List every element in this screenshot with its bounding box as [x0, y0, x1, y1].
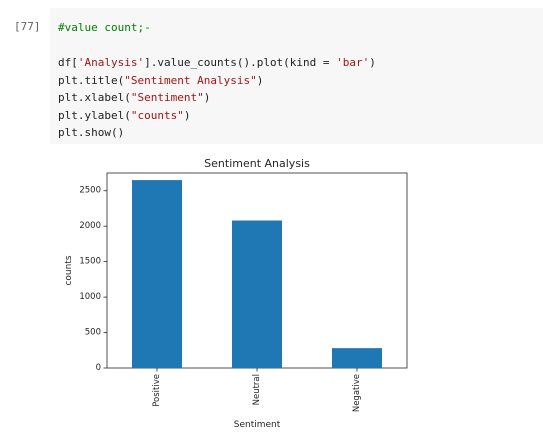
code-text[interactable]: #value count;- df['Analysis'].value_count…: [58, 19, 376, 142]
code-line: df['Analysis'].value_counts().plot(kind …: [58, 54, 376, 72]
code-token: plt.ylabel(: [58, 108, 131, 122]
code-token: ): [256, 73, 264, 87]
code-token: 'bar': [336, 56, 370, 69]
y-tick-label: 2000: [79, 221, 101, 231]
code-line: [58, 37, 376, 55]
x-tick-label: Negative: [352, 374, 362, 412]
execution-count: [77]: [14, 20, 41, 33]
code-token: ): [203, 91, 211, 104]
x-axis-label: Sentiment: [234, 420, 281, 430]
code-line: #value count;-: [58, 19, 376, 37]
code-line: plt.show(): [58, 124, 376, 142]
y-tick-label: 0: [96, 363, 101, 373]
code-token: plt.title(: [58, 73, 125, 87]
code-token: ].value_counts().plot(kind =: [144, 56, 337, 69]
x-tick-label: Neutral: [252, 374, 262, 405]
bar-chart: 0 500 1000 1500 2000 2500 Positive Neutral Nega…: [64, 157, 408, 430]
chart-title: Sentiment Analysis: [204, 157, 310, 170]
code-token: ): [183, 108, 191, 122]
code-token: ): [369, 56, 376, 69]
y-tick-label: 1000: [79, 292, 101, 302]
bar-negative: [332, 348, 382, 368]
code-token: 'Analysis': [77, 56, 145, 69]
code-editor[interactable]: #value count;- df['Analysis'].value_count…: [50, 8, 543, 144]
code-token: "Sentiment": [130, 91, 204, 104]
code-token: plt.show(): [58, 126, 125, 139]
y-axis-label: counts: [64, 255, 74, 285]
bar-positive: [132, 180, 182, 368]
code-line: plt.ylabel("counts"): [58, 107, 376, 125]
code-cell[interactable]: [77] #value count;- df['Analysis'].value_…: [0, 0, 543, 150]
code-token: #value count;-: [58, 21, 151, 34]
cell-output: 0 500 1000 1500 2000 2500 Positive Neutral Nega…: [50, 150, 470, 445]
y-tick-label: 1500: [79, 257, 101, 267]
code-token: "Sentiment Analysis": [124, 73, 257, 87]
code-line: plt.title("Sentiment Analysis"): [58, 72, 376, 90]
x-tick-label: Positive: [152, 374, 162, 407]
y-tick-label: 2500: [79, 186, 101, 196]
code-token: plt.xlabel(: [58, 91, 131, 104]
y-tick-label: 500: [85, 328, 101, 338]
bar-neutral: [232, 220, 282, 368]
code-token: "counts": [130, 108, 184, 122]
code-token: df[: [58, 56, 78, 69]
code-line: plt.xlabel("Sentiment"): [58, 89, 376, 107]
